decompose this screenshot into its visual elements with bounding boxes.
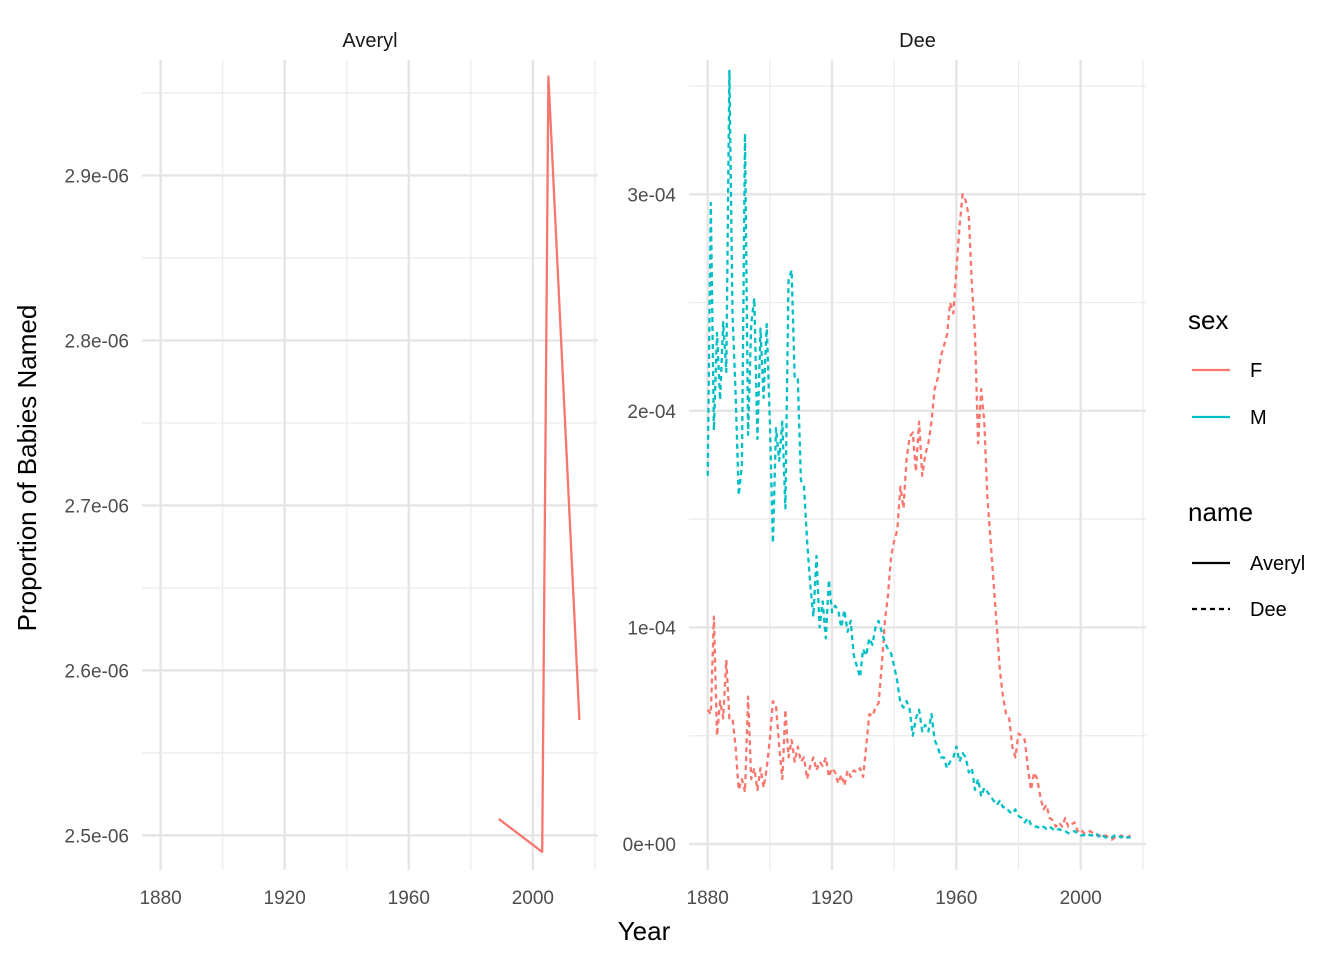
legend-title-name: name: [1188, 497, 1253, 527]
legend: sex F M name Averyl Dee: [1188, 305, 1305, 621]
x-tick-label: 1960: [388, 888, 430, 909]
y-tick-label: 0e+00: [623, 835, 676, 856]
legend-label-M: M: [1250, 407, 1267, 429]
series-line-averyl-f: [498, 75, 581, 854]
y-axis-title: Proportion of Babies Named: [12, 305, 42, 632]
panel-averyl: 1880 1920 1960 2000 2.5e-06 2.6e-06 2.7e-06 2.8…: [65, 30, 598, 909]
x-tick-label: 2000: [1060, 888, 1102, 909]
y-tick-label: 2.9e-06: [65, 166, 129, 187]
y-tick-label: 2e-04: [627, 402, 676, 423]
x-tick-label: 1880: [139, 888, 181, 909]
series-line-dee-f: [706, 193, 1132, 841]
y-tick-label: 2.5e-06: [65, 826, 129, 847]
legend-label-F: F: [1250, 360, 1262, 382]
x-tick-label: 1960: [935, 888, 977, 909]
y-tick-label: 2.6e-06: [65, 661, 129, 682]
y-tick-label: 1e-04: [627, 618, 676, 639]
y-tick-label: 2.8e-06: [65, 331, 129, 352]
facet-strip-label: Averyl: [342, 30, 397, 52]
x-axis-title: Year: [618, 916, 671, 946]
facet-strip-label: Dee: [899, 30, 936, 52]
series-line-dee-m: [706, 69, 1131, 839]
y-tick-label: 3e-04: [627, 185, 676, 206]
x-tick-label: 1920: [264, 888, 306, 909]
y-tick-label: 2.7e-06: [65, 496, 129, 517]
panels-layer: 1880 1920 1960 2000 2.5e-06 2.6e-06 2.7e-06 2.8…: [65, 30, 1146, 909]
legend-label-averyl: Averyl: [1250, 553, 1305, 575]
panel-dee: 1880 1920 1960 2000 0e+00 1e-04 2e-04 3e-04 Dee: [623, 30, 1146, 909]
legend-title-sex: sex: [1188, 305, 1228, 335]
x-tick-label: 1920: [811, 888, 853, 909]
legend-label-dee: Dee: [1250, 599, 1287, 621]
x-tick-label: 2000: [512, 888, 554, 909]
x-tick-label: 1880: [687, 888, 729, 909]
